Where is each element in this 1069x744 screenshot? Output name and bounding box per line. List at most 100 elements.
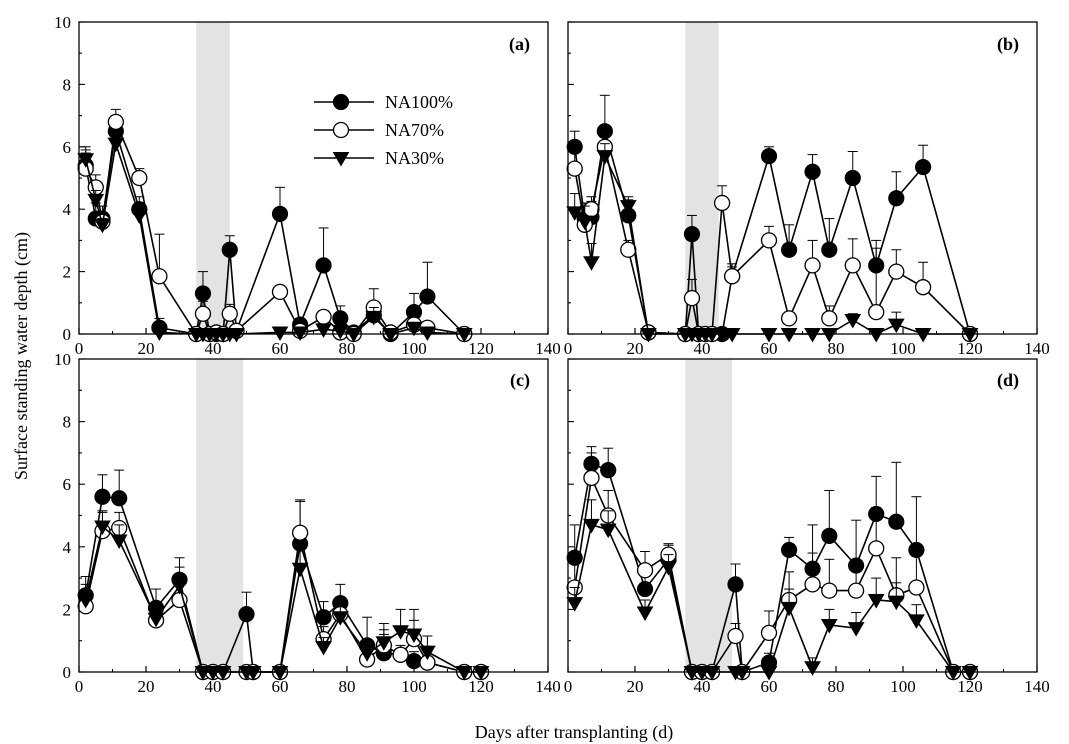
panel-b-na100-point	[821, 241, 838, 258]
panel-d-na30-point	[961, 666, 979, 681]
panel-d-na30-point	[583, 518, 600, 534]
panel-d-na70-point	[847, 582, 865, 599]
panel-d-na30-point	[847, 622, 865, 637]
panel-b-na100-point	[888, 190, 905, 207]
panel-c-na30-point	[405, 628, 423, 643]
panel-d-na30-point	[660, 561, 677, 576]
panel-b-na70-point	[844, 257, 861, 274]
panel-c-na30-point	[472, 666, 490, 681]
panel-c-y-tick-label: 0	[63, 663, 72, 682]
panel-b-na30-point	[576, 215, 594, 231]
panel-a-na70-point	[271, 283, 289, 301]
panel-d-na30-point	[599, 523, 617, 539]
panel-d-na30-point	[703, 666, 721, 681]
panel-c: 0 20 40 60 80 100 120 140 0 2 4 6 8 10 (c)	[54, 350, 561, 696]
x-axis-title: Days after transplanting (d)	[475, 722, 673, 743]
panel-b-na30-point	[566, 206, 584, 221]
panel-c-na30-point	[214, 666, 232, 681]
panel-d-na100-point	[636, 580, 654, 598]
panel-d-na30-point	[693, 666, 711, 681]
panel-b-na30-point	[914, 328, 932, 343]
panel-d-na70-point	[760, 624, 778, 642]
panel-b-na30-point	[887, 318, 905, 334]
panel-d-na100-point	[727, 576, 744, 593]
panel-c-frame	[78, 358, 549, 673]
panel-d-na30-point	[944, 666, 962, 681]
panel-b-na70-point	[821, 310, 838, 327]
legend-item: NA30%	[314, 148, 444, 168]
panel-a-y-tick-label: 0	[63, 325, 72, 344]
panel-c-x-tick-label: 140	[535, 677, 561, 696]
panel-c-x-tick-label: 80	[339, 677, 356, 696]
panel-b-na30-point	[867, 328, 885, 343]
panel-a-na30-point	[94, 218, 111, 234]
panel-b-x-tick-label: 100	[890, 339, 916, 358]
panel-b: 0 20 40 60 80 100 120 140 (b)	[564, 21, 1050, 358]
panel-c-na30-point	[455, 666, 473, 681]
panel-d-na100-point	[888, 513, 905, 530]
panel-c-na100-point	[94, 488, 111, 505]
panel-a-na100-point	[271, 205, 289, 222]
panel-d-na30-point	[820, 619, 838, 634]
panel-a-na30-point	[228, 328, 245, 343]
panel-a-na30-point	[455, 328, 473, 343]
panel-b-x-tick-label: 140	[1024, 339, 1050, 358]
panel-a-na100-point	[315, 257, 332, 274]
panel-d-na100-point	[908, 541, 925, 559]
panel-d-shaded-band	[685, 359, 733, 672]
panel-d-na30-point	[887, 595, 905, 611]
panel-a-x-tick-label: 140	[535, 339, 561, 358]
panel-a-na30-point	[315, 323, 332, 338]
panel-a-na70-point	[107, 113, 124, 130]
panel-d-na30-point	[908, 614, 925, 629]
panel-b-na30-point	[804, 328, 821, 343]
panel-a-x-tick-label: 100	[401, 339, 427, 358]
panel-d-x-tick-label: 40	[694, 677, 711, 696]
legend: NA100% NA70% NA30%	[314, 92, 453, 168]
panel-d-na30-point	[867, 594, 885, 609]
panel-c-x-tick-label: 40	[205, 677, 222, 696]
panel-a-na30-point	[130, 209, 148, 224]
panel-d-x-tick-label: 120	[957, 677, 983, 696]
panel-b-na30-point	[760, 328, 778, 343]
panel-b-na70-point	[888, 263, 905, 280]
legend-label: NA70%	[385, 120, 444, 140]
panel-a-na30-point	[107, 137, 125, 153]
panel-b-na30-point	[961, 328, 979, 343]
panel-b-na100-point	[760, 148, 778, 165]
legend-marker	[332, 121, 350, 139]
panel-a-na100-point	[221, 241, 238, 258]
panel-c-y-tick-label: 10	[54, 350, 71, 369]
panel-b-na70-point	[566, 160, 583, 177]
panel-d-na30-point	[683, 666, 701, 681]
panel-c-x-tick-label: 60	[272, 677, 289, 696]
panel-d-x-tick-label: 60	[761, 677, 778, 696]
panel-b-na30-point	[713, 328, 731, 343]
panel-a-x-tick-label: 20	[138, 339, 155, 358]
panel-c-x-tick-label: 0	[75, 677, 84, 696]
panel-c-y-tick-label: 2	[63, 600, 72, 619]
panel-b-x-tick-label: 0	[564, 339, 573, 358]
panel-a-na70-point	[131, 169, 148, 187]
panel-c-na30-point	[271, 666, 289, 681]
panel-c-na30-point	[291, 562, 309, 578]
panel-c-na30-point	[331, 611, 349, 626]
panel-b-x-tick-label: 120	[957, 339, 983, 358]
panel-c-na70-point	[392, 646, 409, 663]
legend-item: NA70%	[314, 120, 444, 140]
panel-a-y-tick-label: 4	[63, 200, 72, 219]
panel-c-na100-point	[405, 652, 423, 670]
panel-d-na30-point	[804, 661, 821, 676]
panel-c-na30-point	[419, 645, 436, 661]
panel-d-na30-point	[733, 666, 751, 681]
panel-b-na70-point	[804, 257, 821, 274]
panel-c-na30-point	[244, 666, 262, 681]
panel-b-x-tick-label: 40	[694, 339, 711, 358]
panel-d-frame	[567, 358, 1038, 673]
panel-c-x-tick-label: 20	[138, 677, 155, 696]
panel-a-na70-point	[194, 305, 212, 322]
panel-a-y-tick-label: 2	[63, 263, 72, 282]
panel-a-na30-point	[87, 193, 105, 209]
panel-c-x-tick-label: 100	[401, 677, 427, 696]
